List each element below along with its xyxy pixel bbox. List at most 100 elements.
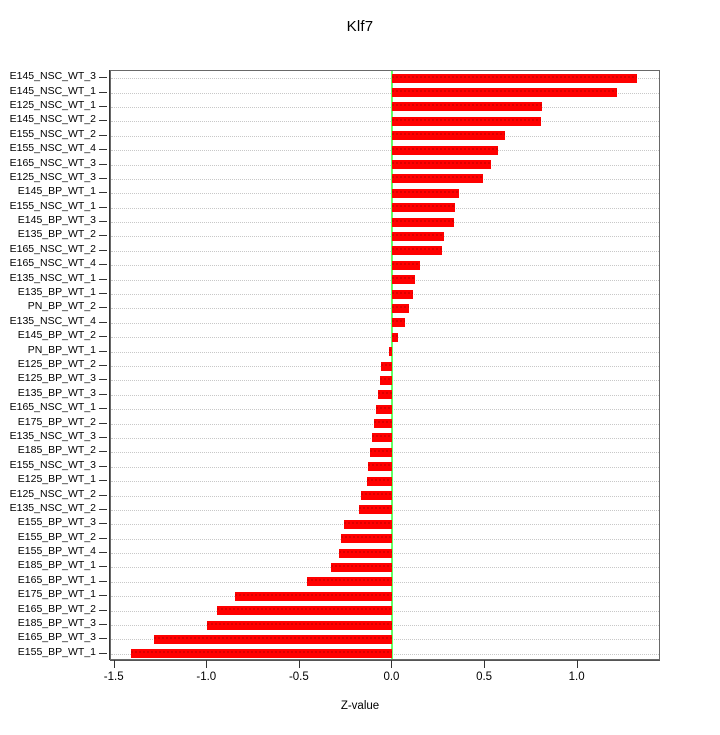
- x-axis-tick-label: 0.5: [476, 671, 493, 683]
- x-axis-line: [110, 660, 660, 661]
- gridline: [111, 179, 659, 181]
- bar: [392, 73, 637, 83]
- bar: [331, 562, 393, 572]
- chart-title: Klf7: [346, 18, 374, 35]
- y-axis-tick: [99, 653, 107, 654]
- y-axis-label: E175_BP_WT_2: [17, 415, 96, 428]
- bar: [366, 476, 393, 486]
- y-axis-label: E145_BP_WT_3: [17, 214, 96, 227]
- y-axis-tick: [99, 610, 107, 611]
- plot-panel: [110, 70, 660, 660]
- x-axis-tick-label: -0.5: [288, 671, 309, 683]
- y-axis-tick: [99, 77, 107, 78]
- x-axis-tick-label: -1.5: [103, 671, 124, 683]
- y-axis-tick: [99, 394, 107, 395]
- y-axis-label: E125_NSC_WT_2: [9, 487, 96, 500]
- y-axis-tick: [99, 538, 107, 539]
- y-axis-tick: [99, 351, 107, 352]
- y-axis-tick: [99, 495, 107, 496]
- x-axis-tick-label: 1.0: [568, 671, 585, 683]
- y-axis-tick: [99, 307, 107, 308]
- gridline: [111, 78, 659, 80]
- y-axis-label: E165_BP_WT_3: [17, 631, 96, 644]
- y-axis-tick: [99, 552, 107, 553]
- gridline: [111, 308, 659, 310]
- gridline: [111, 93, 659, 95]
- x-axis-tick: [114, 660, 115, 668]
- y-axis-label: E135_BP_WT_1: [17, 286, 96, 299]
- bar: [340, 534, 393, 544]
- y-axis-label: E165_NSC_WT_3: [9, 156, 96, 169]
- y-axis-tick: [99, 566, 107, 567]
- y-axis-tick: [99, 336, 107, 337]
- y-axis-tick: [99, 466, 107, 467]
- y-axis-tick: [99, 624, 107, 625]
- bar: [392, 318, 406, 328]
- y-axis-tick: [99, 120, 107, 121]
- bar: [392, 332, 399, 342]
- bar: [370, 447, 393, 457]
- y-axis-tick: [99, 523, 107, 524]
- bar: [392, 289, 413, 299]
- bar: [392, 217, 454, 227]
- x-axis: -1.5 -1.0 -0.5 0.0 0.5 1.0: [104, 660, 660, 700]
- bar: [392, 188, 460, 198]
- x-axis-tick: [299, 660, 300, 668]
- y-axis-tick: [99, 423, 107, 424]
- bar: [379, 375, 393, 385]
- y-axis-label: E155_BP_WT_1: [17, 645, 96, 658]
- zero-reference-line-layer: [111, 71, 659, 659]
- y-axis-label: E145_BP_WT_1: [17, 185, 96, 198]
- bar: [392, 275, 415, 285]
- y-axis-label: E155_BP_WT_2: [17, 530, 96, 543]
- y-axis-tick: [99, 164, 107, 165]
- gridline: [111, 337, 659, 339]
- bar: [392, 160, 491, 170]
- y-axis-tick: [99, 509, 107, 510]
- gridline: [111, 208, 659, 210]
- y-axis-tick: [99, 408, 107, 409]
- y-axis-label: E155_NSC_WT_1: [9, 199, 96, 212]
- y-axis-tick: [99, 106, 107, 107]
- y-axis-label: E145_NSC_WT_1: [9, 84, 96, 97]
- y-axis-label: E125_BP_WT_1: [17, 473, 96, 486]
- y-axis-label: E155_NSC_WT_2: [9, 127, 96, 140]
- bar: [207, 620, 393, 630]
- y-axis-label: E125_BP_WT_2: [17, 358, 96, 370]
- bar: [392, 88, 617, 98]
- bar: [392, 131, 506, 141]
- y-axis-label: E145_NSC_WT_3: [9, 70, 96, 83]
- gridline: [111, 150, 659, 152]
- bar: [344, 519, 393, 529]
- x-axis-tick-label: -1.0: [196, 671, 217, 683]
- y-axis-tick: [99, 221, 107, 222]
- gridline: [111, 280, 659, 282]
- y-axis-label: E125_NSC_WT_3: [9, 170, 96, 183]
- x-axis-tick: [391, 660, 392, 668]
- y-axis-tick: [99, 322, 107, 323]
- y-axis-tick: [99, 279, 107, 280]
- bar: [392, 246, 443, 256]
- y-axis-label: E135_BP_WT_3: [17, 386, 96, 399]
- bar: [388, 347, 393, 357]
- bar: [373, 419, 393, 429]
- bar: [368, 462, 393, 472]
- x-axis-tick: [577, 660, 578, 668]
- y-axis-label: E165_BP_WT_2: [17, 602, 96, 615]
- y-axis-tick: [99, 235, 107, 236]
- y-axis-tick: [99, 480, 107, 481]
- y-axis-label: E155_NSC_WT_4: [9, 142, 96, 155]
- y-axis-tick: [99, 192, 107, 193]
- gridline: [111, 265, 659, 267]
- y-axis-tick: [99, 638, 107, 639]
- y-axis-label: E155_BP_WT_3: [17, 516, 96, 529]
- bar: [372, 433, 393, 443]
- bar: [392, 303, 410, 313]
- y-axis-label: E165_BP_WT_1: [17, 573, 96, 586]
- y-axis-tick: [99, 250, 107, 251]
- x-axis-tick-label: 0.0: [383, 671, 400, 683]
- bar: [153, 634, 393, 644]
- bar: [392, 260, 421, 270]
- bars-layer: [111, 71, 659, 659]
